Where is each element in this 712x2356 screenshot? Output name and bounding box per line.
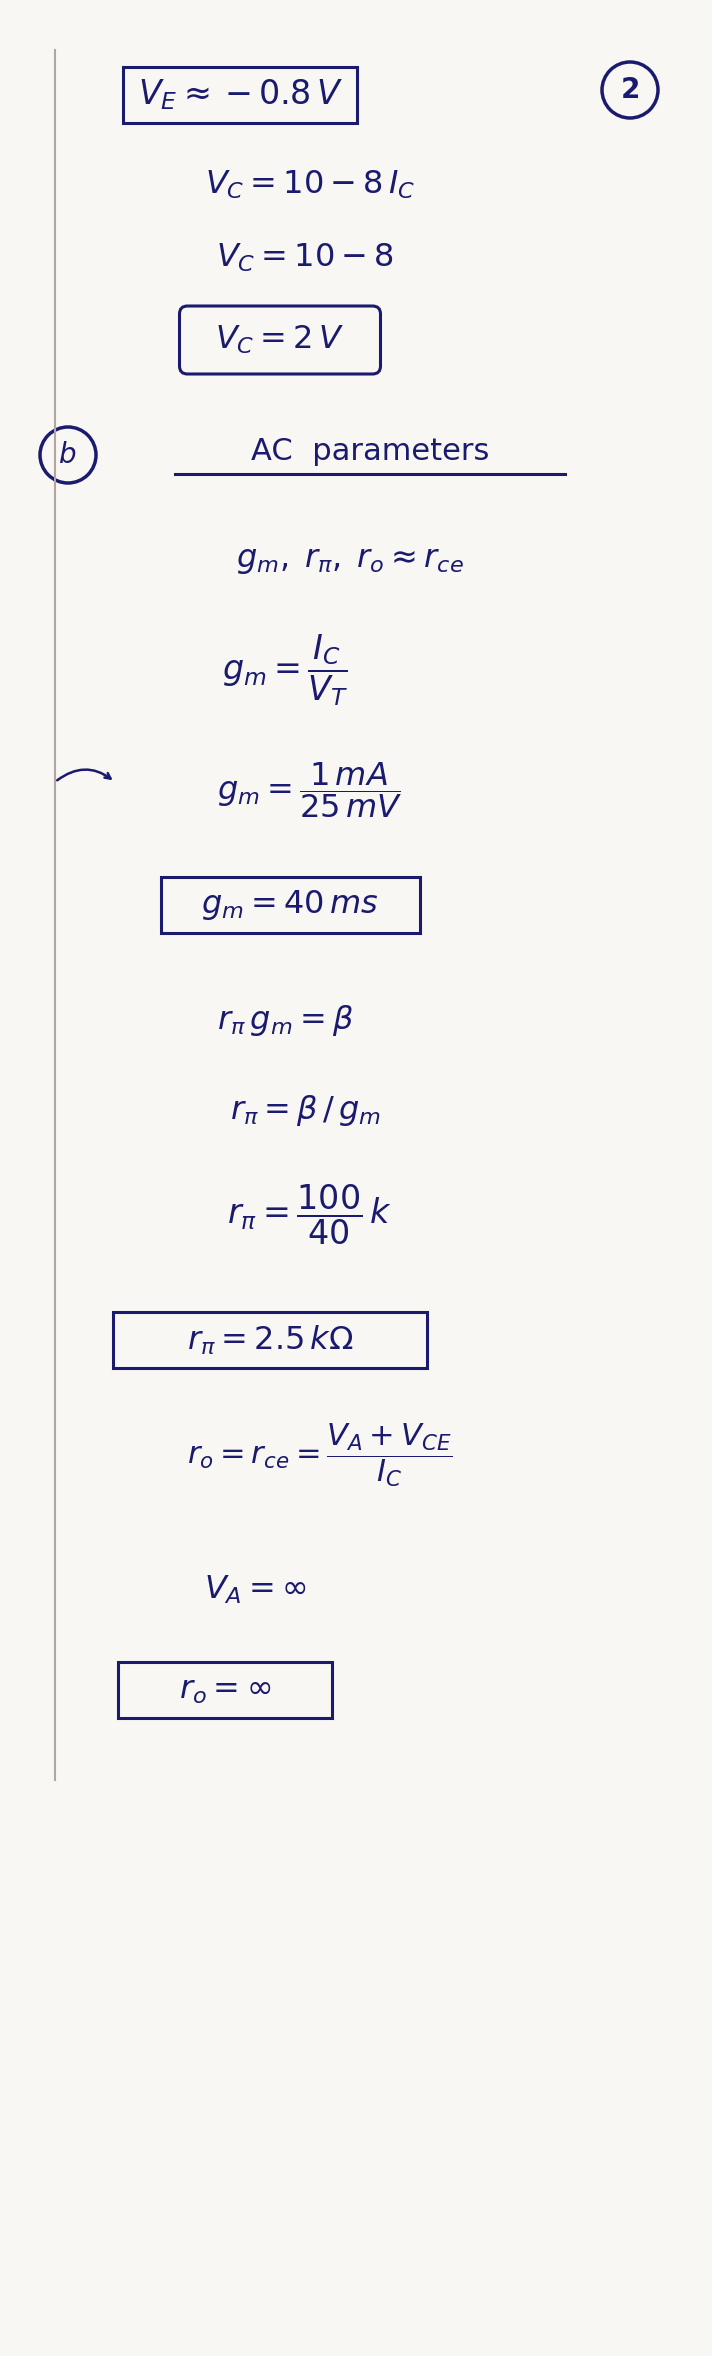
Text: $V_C = 2\,V$: $V_C = 2\,V$: [216, 323, 345, 356]
Text: 2: 2: [620, 75, 639, 104]
Text: $V_C = 10 - 8\,I_C$: $V_C = 10 - 8\,I_C$: [205, 170, 415, 200]
Text: $g_m = 40\,ms$: $g_m = 40\,ms$: [201, 888, 379, 921]
Text: $V_A = \infty$: $V_A = \infty$: [204, 1574, 306, 1607]
Text: AC  parameters: AC parameters: [251, 438, 489, 466]
Text: $r_{\pi} = \dfrac{100}{40}\,k$: $r_{\pi} = \dfrac{100}{40}\,k$: [227, 1183, 393, 1246]
Text: $r_{\pi} = 2.5\,k\Omega$: $r_{\pi} = 2.5\,k\Omega$: [187, 1324, 353, 1357]
Text: $V_C = 10 - 8$: $V_C = 10 - 8$: [216, 243, 394, 273]
Text: $r_{\pi}\,g_m = \beta$: $r_{\pi}\,g_m = \beta$: [216, 1004, 353, 1037]
Text: $g_m = \dfrac{I_C}{V_T}$: $g_m = \dfrac{I_C}{V_T}$: [221, 631, 348, 707]
Text: b: b: [59, 441, 77, 469]
Text: $g_m,\;r_{\pi},\;r_o \approx r_{ce}$: $g_m,\;r_{\pi},\;r_o \approx r_{ce}$: [236, 544, 464, 575]
Text: $V_E \approx -0.8\,V$: $V_E \approx -0.8\,V$: [137, 78, 342, 113]
Text: $r_o = \infty$: $r_o = \infty$: [179, 1675, 271, 1706]
Text: $r_{\pi} = \beta\,/\,g_m$: $r_{\pi} = \beta\,/\,g_m$: [229, 1093, 380, 1129]
Text: $g_m = \dfrac{1\,mA}{25\,mV}$: $g_m = \dfrac{1\,mA}{25\,mV}$: [217, 761, 402, 820]
Text: $r_o = r_{ce} = \dfrac{V_A + V_{CE}}{I_C}$: $r_o = r_{ce} = \dfrac{V_A + V_{CE}}{I_C…: [187, 1421, 453, 1489]
